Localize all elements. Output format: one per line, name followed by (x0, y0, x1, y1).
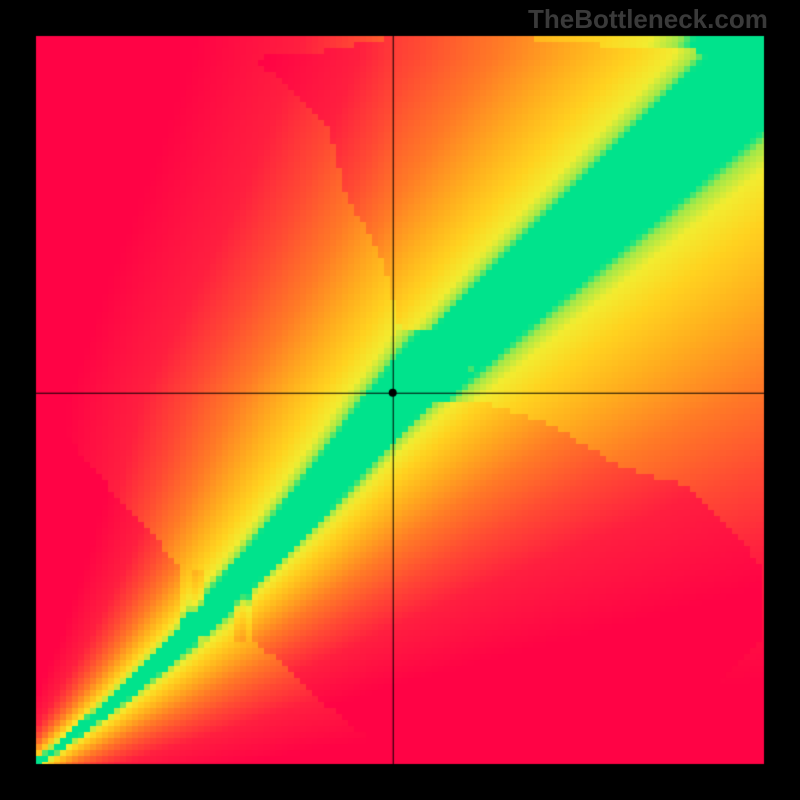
chart-container: { "type": "heatmap", "watermark": { "tex… (0, 0, 800, 800)
watermark-text: TheBottleneck.com (528, 4, 768, 35)
bottleneck-heatmap (0, 0, 800, 800)
